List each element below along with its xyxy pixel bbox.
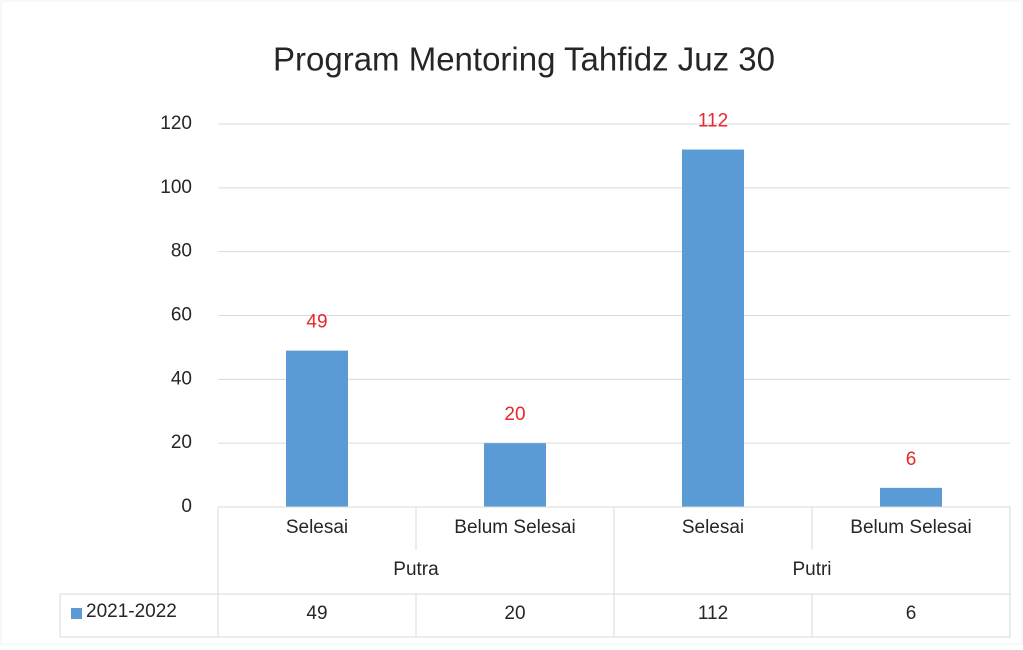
- y-tick-label: 100: [160, 177, 192, 198]
- table-value: 49: [306, 603, 327, 624]
- y-tick-label: 20: [171, 432, 192, 453]
- y-tick-label: 80: [171, 241, 192, 262]
- y-tick-label: 120: [160, 113, 192, 134]
- group-label: Putri: [792, 559, 831, 580]
- data-label: 6: [906, 449, 917, 470]
- chart-title: Program Mentoring Tahfidz Juz 30: [273, 41, 775, 78]
- table-value: 20: [504, 603, 525, 624]
- legend-key: [71, 608, 82, 619]
- x-tick-label: Belum Selesai: [850, 517, 971, 538]
- x-tick-label: Belum Selesai: [454, 517, 575, 538]
- y-tick-label: 0: [181, 496, 192, 517]
- x-tick-label: Selesai: [682, 517, 744, 538]
- table-value: 6: [906, 603, 917, 624]
- bar: [880, 487, 942, 507]
- data-label: 112: [698, 111, 728, 132]
- bar: [484, 443, 546, 507]
- y-tick-label: 40: [171, 368, 192, 389]
- legend-label: 2021-2022: [86, 601, 177, 622]
- bar: [682, 149, 744, 508]
- bar: [286, 350, 348, 507]
- x-tick-label: Selesai: [286, 517, 348, 538]
- table-value: 112: [698, 603, 728, 624]
- group-label: Putra: [393, 559, 439, 580]
- y-tick-label: 60: [171, 305, 192, 326]
- data-label: 20: [504, 404, 525, 425]
- data-label: 49: [306, 312, 327, 333]
